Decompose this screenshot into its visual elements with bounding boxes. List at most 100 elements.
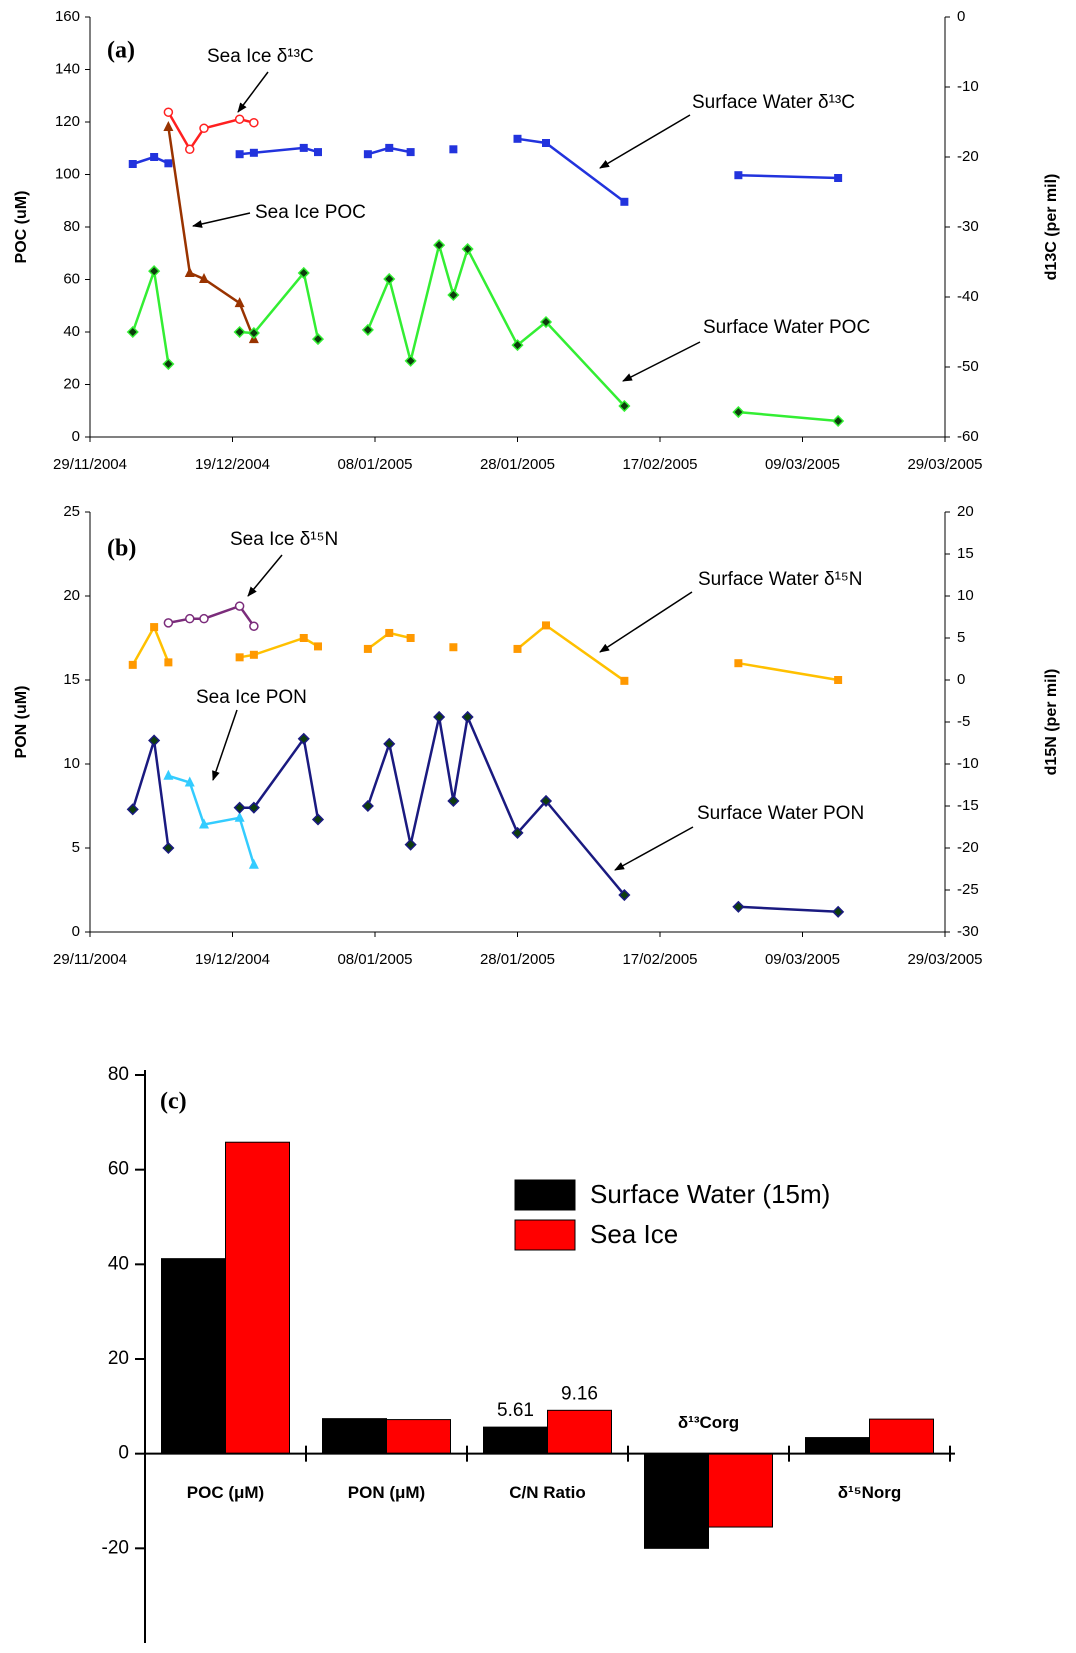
marker [363, 644, 372, 653]
y-tick-label: 20 [108, 1348, 129, 1369]
marker [447, 288, 460, 302]
x-tick-label: 17/02/2005 [622, 951, 697, 968]
y-tick-label: 120 [55, 113, 80, 130]
marker [234, 811, 245, 822]
marker [542, 139, 550, 147]
marker [363, 150, 372, 159]
marker [185, 613, 195, 624]
y-tick-label: 5 [72, 839, 80, 856]
y2-tick-label: -5 [957, 713, 970, 730]
y2-axis-title: d15N (per mil) [1043, 669, 1060, 776]
marker [618, 888, 631, 902]
marker [385, 628, 394, 637]
x-tick-label: 29/11/2004 [53, 456, 127, 473]
marker [834, 174, 843, 182]
marker [247, 326, 260, 340]
y2-tick-label: -15 [957, 797, 979, 814]
y-tick-label: -20 [102, 1537, 129, 1558]
annotation: Surface Water PON [697, 803, 864, 824]
category-label: δ¹³Corg [678, 1413, 739, 1432]
y2-tick-label: -25 [957, 881, 979, 898]
y2-tick-label: -20 [957, 839, 979, 856]
bar [869, 1418, 934, 1455]
marker [234, 297, 245, 308]
marker [148, 265, 161, 278]
marker [834, 676, 843, 684]
marker [126, 325, 139, 339]
y2-tick-label: 5 [957, 629, 965, 646]
legend-label: Sea Ice [590, 1219, 678, 1249]
marker [511, 826, 524, 839]
marker [511, 339, 524, 352]
marker [383, 737, 396, 750]
marker [128, 160, 137, 168]
marker [249, 148, 258, 157]
marker [620, 197, 629, 206]
y-tick-label: 60 [63, 270, 80, 287]
marker [248, 858, 259, 869]
marker [234, 114, 245, 124]
marker [199, 818, 209, 829]
annotation: Sea Ice POC [255, 202, 366, 223]
marker [734, 659, 743, 668]
y-tick-label: 0 [72, 428, 80, 445]
annotation-arrow [599, 591, 693, 653]
category-label: PON (μM) [348, 1483, 425, 1502]
marker [164, 159, 173, 168]
y-tick-label: 160 [55, 8, 80, 25]
marker [184, 776, 195, 787]
marker [163, 120, 174, 131]
marker [314, 148, 322, 157]
marker [832, 414, 845, 428]
y2-tick-label: -60 [957, 428, 979, 445]
y-axis-title: POC (uM) [13, 191, 30, 264]
marker [404, 838, 417, 851]
value-label: 9.16 [561, 1383, 598, 1404]
marker [199, 613, 209, 624]
annotation: Sea Ice PON [196, 687, 307, 708]
y2-tick-label: -10 [957, 78, 979, 95]
marker [311, 813, 325, 826]
marker [185, 144, 195, 155]
legend-swatch [514, 1219, 576, 1251]
annotation-arrow [622, 341, 701, 382]
category-label: C/N Ratio [509, 1483, 586, 1502]
marker [385, 143, 394, 152]
y-tick-label: 0 [118, 1443, 129, 1464]
y2-tick-label: 0 [957, 671, 965, 688]
marker [832, 905, 845, 918]
marker [449, 643, 458, 652]
annotation: Sea Ice δ¹⁵N [230, 529, 338, 550]
bar [483, 1426, 548, 1455]
marker [199, 272, 209, 283]
y-tick-label: 10 [63, 755, 80, 772]
x-tick-label: 08/01/2005 [337, 456, 412, 473]
marker [234, 601, 245, 611]
marker [128, 660, 137, 669]
marker [247, 801, 260, 814]
marker [235, 150, 244, 159]
y2-tick-label: 0 [957, 8, 965, 25]
marker [383, 272, 396, 286]
marker [148, 734, 161, 747]
x-tick-label: 28/01/2005 [480, 456, 555, 473]
y2-tick-label: 10 [957, 587, 974, 604]
x-tick-label: 09/03/2005 [765, 951, 840, 968]
marker [734, 171, 743, 180]
y2-tick-label: 15 [957, 545, 974, 562]
value-label: 5.61 [497, 1400, 534, 1421]
series-line [131, 623, 839, 682]
x-tick-label: 29/03/2005 [907, 456, 982, 473]
marker [404, 354, 417, 367]
marker [162, 357, 175, 371]
y-tick-label: 20 [63, 375, 80, 392]
marker [163, 618, 174, 628]
y-tick-label: 80 [63, 218, 80, 235]
marker [150, 623, 159, 632]
y-tick-label: 25 [63, 503, 80, 520]
series-line [132, 137, 839, 203]
marker [164, 658, 173, 667]
bar [805, 1437, 870, 1455]
